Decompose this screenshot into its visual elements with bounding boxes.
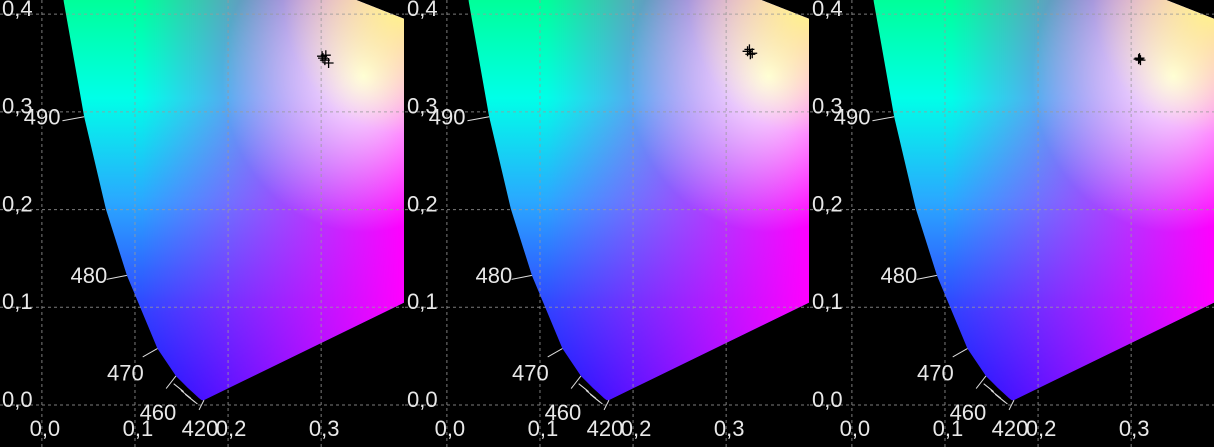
y-tick-label: 0,3: [407, 94, 438, 119]
x-tick-label: 0,2: [216, 416, 247, 441]
wavelength-label: 460: [545, 400, 582, 425]
wavelength-label: 480: [881, 263, 918, 288]
locus-tick: [952, 348, 968, 358]
y-tick-label: 0,0: [407, 387, 438, 412]
point: [1133, 54, 1144, 65]
wavelength-label: 470: [917, 360, 954, 385]
y-tick-label: 0,2: [407, 191, 438, 216]
chart: 0,00,10,20,300,00,10,20,30,4490480470460…: [810, 0, 1214, 447]
locus-tick: [547, 348, 563, 358]
chart: 0,00,10,20,30,0,00,10,20,30,449048047046…: [405, 0, 809, 447]
chart: 0,00,10,20,30,0,00,10,20,30,449048047046…: [0, 0, 404, 447]
point: [323, 58, 334, 69]
x-tick-label: 0,3: [714, 416, 745, 441]
gamut: [49, 0, 404, 401]
y-tick-label: 0,0: [812, 387, 843, 412]
locus-tick: [872, 116, 895, 122]
locus-tick: [592, 395, 603, 405]
wavelength-label: 460: [140, 400, 177, 425]
wavelength-label: 470: [107, 360, 144, 385]
y-tick-label: 0,1: [2, 289, 33, 314]
x-tick-label: 0,2: [1026, 416, 1057, 441]
point: [1134, 53, 1145, 64]
y-tick-label: 0,1: [812, 289, 843, 314]
wavelength-label: 420: [587, 416, 624, 441]
x-tick-label: 0,3: [309, 416, 340, 441]
locus-tick: [165, 375, 177, 389]
locus-tick: [603, 399, 610, 411]
wavelength-label: 480: [71, 263, 108, 288]
locus-tick: [511, 274, 532, 280]
locus-tick: [570, 375, 582, 389]
wavelength-label: 490: [429, 105, 466, 130]
y-tick-label: 0,4: [812, 0, 843, 21]
wavelength-label: 490: [834, 105, 871, 130]
locus-tick: [975, 375, 987, 389]
locus-tick: [62, 116, 85, 122]
x-tick-label: 0,3: [1119, 416, 1150, 441]
x-tick-label: 0,1: [123, 416, 154, 441]
locus-tick: [997, 395, 1008, 405]
locus-tick: [198, 399, 205, 411]
locus-tick: [187, 395, 198, 405]
point: [1135, 55, 1146, 66]
x-tick-label: 0,1: [528, 416, 559, 441]
y-tick-label: 0,4: [2, 0, 33, 21]
wavelength-label: 470: [512, 360, 549, 385]
x-tick-label: 0,2: [621, 416, 652, 441]
locus-tick: [1008, 399, 1015, 411]
y-tick-label: 0,3: [812, 94, 843, 119]
gamut: [859, 0, 1214, 401]
y-tick-label: 0,2: [2, 191, 33, 216]
locus-tick: [142, 348, 158, 358]
gamut-fill: [49, 0, 404, 401]
x-tick-label: 0,1: [933, 416, 964, 441]
gamut-fill: [454, 0, 809, 401]
y-tick-label: 0,4: [407, 0, 438, 21]
point: [318, 53, 329, 64]
x-tick-label: 0,0: [435, 416, 466, 441]
gamut: [454, 0, 809, 401]
wavelength-label: 460: [950, 400, 987, 425]
locus-tick: [916, 274, 937, 280]
locus-tick: [173, 383, 184, 393]
point: [745, 49, 756, 60]
locus-tick: [467, 116, 490, 122]
y-tick-label: 0,2: [812, 191, 843, 216]
point: [747, 48, 758, 59]
y-tick-label: 0,3: [2, 94, 33, 119]
wavelength-label: 420: [992, 416, 1029, 441]
wavelength-label: 420: [182, 416, 219, 441]
x-tick-label: 0,0: [30, 416, 61, 441]
y-tick-label: 0,1: [407, 289, 438, 314]
x-tick-label: 0,0: [840, 416, 871, 441]
locus-tick: [983, 383, 994, 393]
locus-tick: [106, 274, 127, 280]
gamut-fill: [859, 0, 1214, 401]
locus-tick: [578, 383, 589, 393]
wavelength-label: 490: [24, 105, 61, 130]
y-tick-label: 0,0: [2, 387, 33, 412]
wavelength-label: 480: [476, 263, 513, 288]
